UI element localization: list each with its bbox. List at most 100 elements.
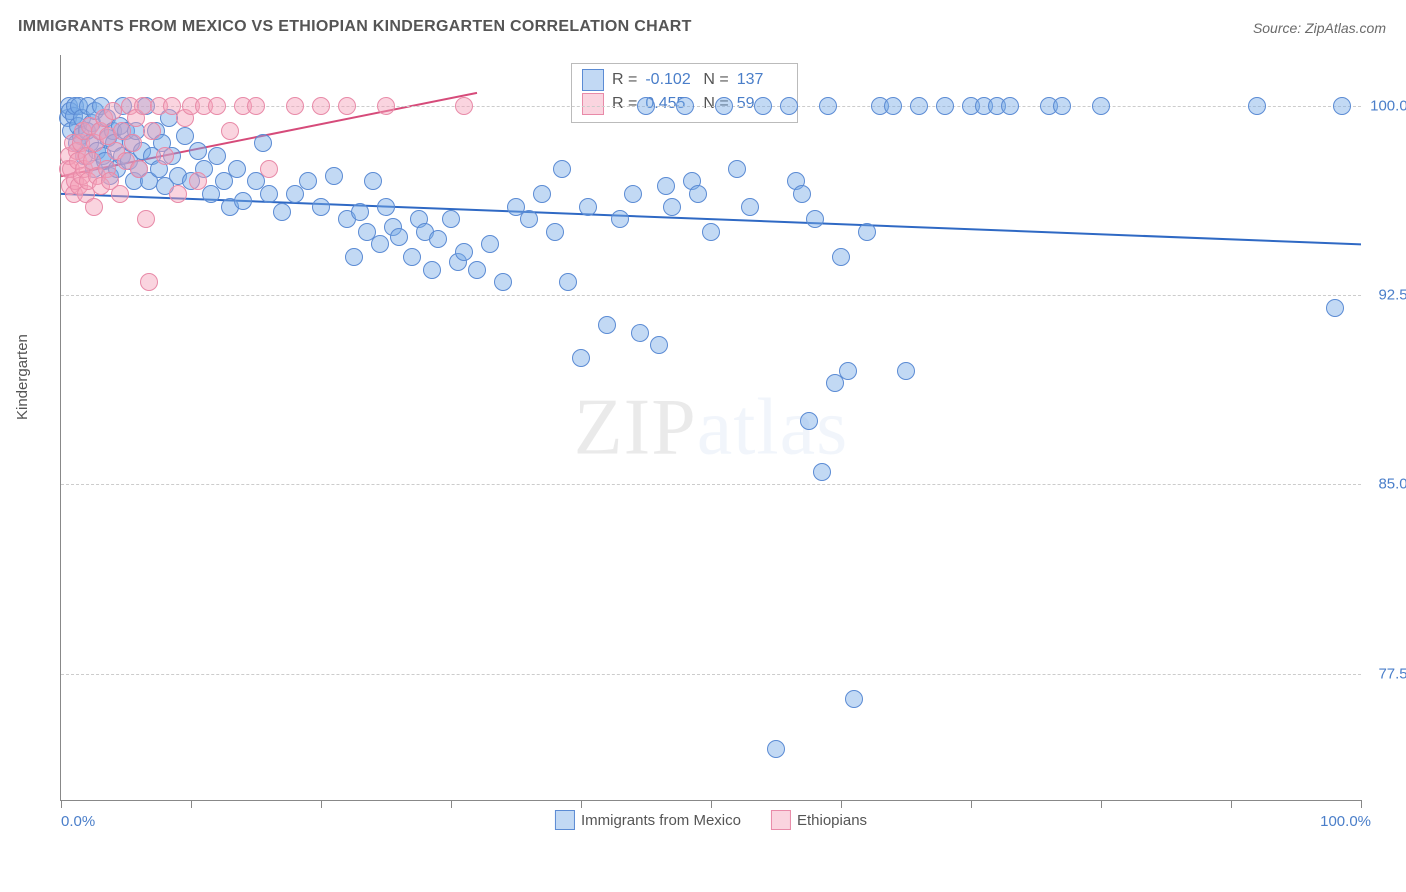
scatter-point-ethiopian [137, 210, 155, 228]
legend-item-series1: Immigrants from Mexico [555, 810, 741, 830]
legend-label-series2: Ethiopians [797, 812, 867, 829]
scatter-point-ethiopian [247, 97, 265, 115]
scatter-point-mexico [364, 172, 382, 190]
y-tick-label: 92.5% [1378, 286, 1406, 303]
scatter-point-mexico [423, 261, 441, 279]
scatter-point-mexico [689, 185, 707, 203]
source-attribution: Source: ZipAtlas.com [1253, 20, 1386, 36]
scatter-point-mexico [793, 185, 811, 203]
scatter-point-mexico [312, 198, 330, 216]
scatter-point-mexico [1001, 97, 1019, 115]
scatter-point-mexico [390, 228, 408, 246]
scatter-point-mexico [481, 235, 499, 253]
scatter-point-ethiopian [455, 97, 473, 115]
scatter-point-mexico [494, 273, 512, 291]
scatter-point-mexico [403, 248, 421, 266]
scatter-point-ethiopian [221, 122, 239, 140]
scatter-point-mexico [858, 223, 876, 241]
scatter-point-mexico [637, 97, 655, 115]
scatter-point-mexico [455, 243, 473, 261]
stats-row-series1: R = -0.102 N = 137 [582, 68, 787, 92]
plot-area: ZIPatlas R = -0.102 N = 137 R = 0.455 N … [60, 55, 1361, 801]
scatter-point-mexico [936, 97, 954, 115]
scatter-point-mexico [546, 223, 564, 241]
scatter-point-mexico [254, 134, 272, 152]
trend-lines [61, 55, 1361, 800]
scatter-point-ethiopian [208, 97, 226, 115]
scatter-point-mexico [1326, 299, 1344, 317]
scatter-point-mexico [260, 185, 278, 203]
scatter-point-mexico [715, 97, 733, 115]
scatter-point-mexico [767, 740, 785, 758]
y-axis-label: Kindergarten [14, 334, 31, 420]
scatter-point-mexico [1092, 97, 1110, 115]
x-tick [1101, 800, 1102, 808]
scatter-point-mexico [780, 97, 798, 115]
scatter-point-ethiopian [312, 97, 330, 115]
scatter-point-ethiopian [189, 172, 207, 190]
scatter-point-mexico [845, 690, 863, 708]
scatter-point-mexico [819, 97, 837, 115]
gridline [61, 674, 1361, 675]
scatter-point-mexico [1333, 97, 1351, 115]
scatter-point-mexico [832, 248, 850, 266]
scatter-point-mexico [728, 160, 746, 178]
scatter-point-mexico [273, 203, 291, 221]
stats-r-label: R = [612, 68, 637, 92]
scatter-point-mexico [572, 349, 590, 367]
scatter-point-mexico [579, 198, 597, 216]
scatter-point-ethiopian [143, 122, 161, 140]
scatter-point-ethiopian [377, 97, 395, 115]
scatter-point-mexico [371, 235, 389, 253]
stats-n-value-1: 137 [737, 68, 787, 92]
x-tick [841, 800, 842, 808]
legend-swatch-series2 [771, 810, 791, 830]
scatter-point-ethiopian [156, 147, 174, 165]
y-tick-label: 85.0% [1378, 476, 1406, 493]
scatter-point-mexico [520, 210, 538, 228]
scatter-point-mexico [468, 261, 486, 279]
scatter-point-mexico [533, 185, 551, 203]
scatter-point-mexico [429, 230, 447, 248]
scatter-point-mexico [351, 203, 369, 221]
scatter-point-mexico [676, 97, 694, 115]
stats-swatch-series2 [582, 93, 604, 115]
scatter-point-ethiopian [169, 185, 187, 203]
stats-r-value-1: -0.102 [645, 68, 695, 92]
scatter-point-mexico [234, 192, 252, 210]
stats-r-label: R = [612, 92, 637, 116]
x-tick [971, 800, 972, 808]
scatter-point-mexico [650, 336, 668, 354]
x-tick [61, 800, 62, 808]
source-prefix: Source: [1253, 20, 1305, 36]
scatter-point-mexico [813, 463, 831, 481]
legend-item-series2: Ethiopians [771, 810, 867, 830]
scatter-point-mexico [663, 198, 681, 216]
scatter-point-mexico [377, 198, 395, 216]
bottom-legend: Immigrants from Mexico Ethiopians [555, 810, 867, 830]
scatter-point-mexico [208, 147, 226, 165]
scatter-point-ethiopian [260, 160, 278, 178]
scatter-point-ethiopian [124, 134, 142, 152]
gridline [61, 484, 1361, 485]
scatter-point-mexico [299, 172, 317, 190]
scatter-point-mexico [1248, 97, 1266, 115]
scatter-point-mexico [1053, 97, 1071, 115]
gridline [61, 295, 1361, 296]
x-tick [581, 800, 582, 808]
scatter-point-mexico [325, 167, 343, 185]
legend-swatch-series1 [555, 810, 575, 830]
scatter-point-ethiopian [104, 102, 122, 120]
x-tick [1231, 800, 1232, 808]
scatter-point-mexico [559, 273, 577, 291]
scatter-point-mexico [657, 177, 675, 195]
scatter-point-mexico [442, 210, 460, 228]
x-axis-start-label: 0.0% [61, 813, 95, 830]
x-tick [191, 800, 192, 808]
scatter-point-mexico [910, 97, 928, 115]
watermark-zip: ZIP [574, 383, 697, 471]
watermark-atlas: atlas [697, 383, 849, 471]
scatter-point-mexico [897, 362, 915, 380]
scatter-point-mexico [800, 412, 818, 430]
scatter-point-ethiopian [286, 97, 304, 115]
